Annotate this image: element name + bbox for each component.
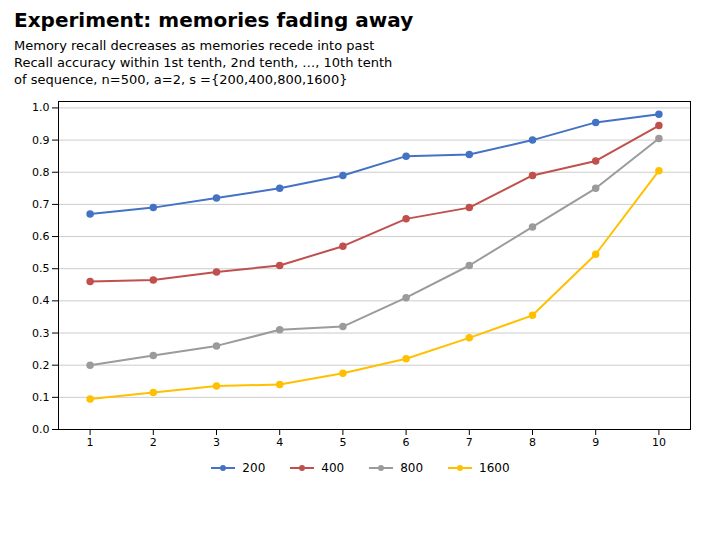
svg-text:1: 1 [87,436,94,449]
svg-text:2: 2 [150,436,157,449]
svg-text:7: 7 [466,436,473,449]
html-text:1600: 1600 [479,461,510,475]
svg-text:8: 8 [529,436,536,449]
svg-text:3: 3 [213,436,220,449]
svg-text:0.5: 0.5 [32,262,50,275]
svg-text:4: 4 [276,436,283,449]
html-text:Memory recall decreases as mem: Memory recall decreases as memories rece… [14,38,375,53]
svg-text:5: 5 [339,436,346,449]
svg-text:0.8: 0.8 [32,166,50,179]
svg-text:10: 10 [652,436,666,449]
svg-text:1.0: 1.0 [32,101,50,114]
html-text:of sequence, n=500, a=2, s ={2: of sequence, n=500, a=2, s ={200,400,800… [14,72,348,87]
svg-text:0.7: 0.7 [32,198,50,211]
html-text:200: 200 [242,461,266,475]
html-text:Experiment: memories fading aw: Experiment: memories fading away [14,8,414,32]
svg-text:6: 6 [403,436,410,449]
html-text:400: 400 [321,461,345,475]
svg-text:0.1: 0.1 [32,391,50,404]
svg-text:0.9: 0.9 [32,134,50,147]
svg-text:0.4: 0.4 [32,294,50,307]
svg-text:0.0: 0.0 [32,423,50,436]
html-text:800: 800 [400,461,424,475]
svg-text:9: 9 [592,436,599,449]
svg-text:0.2: 0.2 [32,359,50,372]
html-text:Recall accuracy within 1st ten: Recall accuracy within 1st tenth, 2nd te… [14,55,393,70]
svg-text:0.6: 0.6 [32,230,50,243]
svg-text:0.3: 0.3 [32,327,50,340]
